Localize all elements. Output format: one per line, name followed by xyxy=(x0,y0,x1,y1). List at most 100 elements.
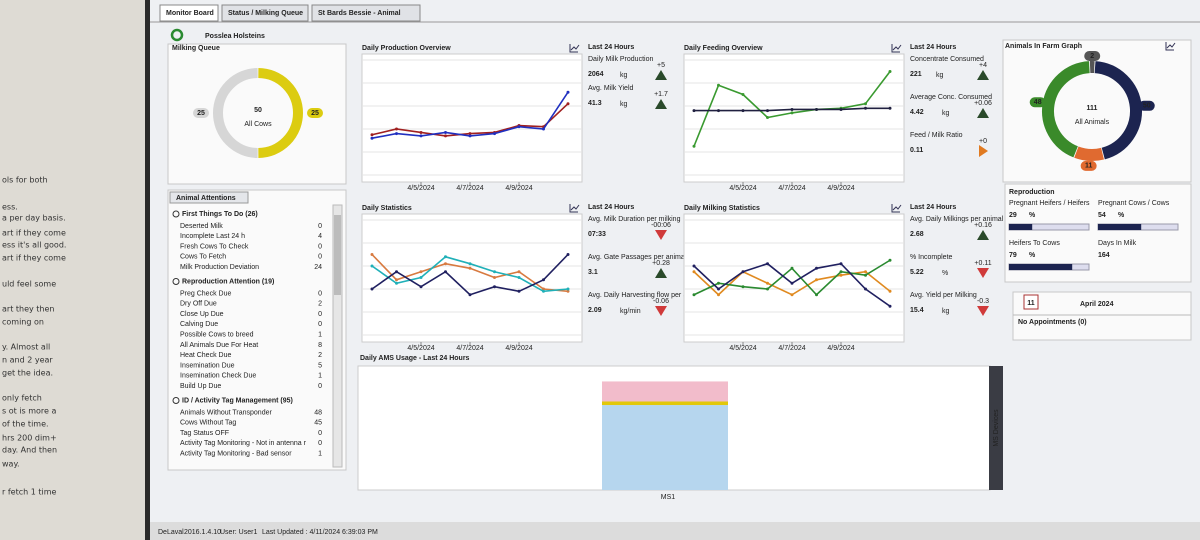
stats-title: Last 24 Hours xyxy=(910,204,956,211)
handwritten-note: get the idea. xyxy=(2,369,53,378)
attention-label: Preg Check Due xyxy=(180,290,231,297)
attention-label: Cows To Fetch xyxy=(180,254,226,261)
series-point xyxy=(839,107,843,111)
handwritten-note: n and 2 year xyxy=(2,356,53,365)
stat-label: Feed / Milk Ratio xyxy=(910,132,963,139)
collapse-icon[interactable] xyxy=(172,210,180,218)
series-point xyxy=(717,287,720,291)
chart-area xyxy=(683,53,905,183)
segment-label: 48 xyxy=(1034,99,1042,106)
chart-icon xyxy=(1165,42,1176,51)
attention-label: Milk Production Deviation xyxy=(180,264,259,271)
repro-value: 29 xyxy=(1009,212,1017,219)
attention-count: 0 xyxy=(318,383,322,390)
series-point xyxy=(395,278,398,282)
series-point xyxy=(395,270,398,274)
donut-total: 111 xyxy=(1087,105,1098,112)
attention-count: 8 xyxy=(318,342,322,349)
donut-total: 50 xyxy=(254,107,262,114)
repro-value: 79 xyxy=(1009,252,1017,259)
repro-label: Heifers To Cows xyxy=(1009,240,1060,247)
calendar-panel xyxy=(1012,291,1192,341)
attention-label: Dry Off Due xyxy=(180,301,217,308)
series-point xyxy=(766,262,769,266)
donut-segment xyxy=(1074,146,1104,161)
attention-label: Tag Status OFF xyxy=(180,430,229,437)
attention-label: Animals Without Transponder xyxy=(180,409,272,416)
series-point xyxy=(766,287,769,291)
stat-unit: kg xyxy=(936,72,944,79)
status-text: Last Updated : 4/11/2024 6:39:03 PM xyxy=(262,529,378,536)
series-point xyxy=(370,133,374,137)
x-tick-label: 4/7/2024 xyxy=(456,345,483,352)
handwritten-note: day. And then xyxy=(2,446,57,455)
attention-label: Close Up Due xyxy=(180,311,224,318)
attention-label: Activity Tag Monitoring - Bad sensor xyxy=(180,451,292,458)
handwritten-note: coming on xyxy=(2,318,44,327)
trend-arrow xyxy=(977,230,989,240)
stat-value: 2.68 xyxy=(910,231,924,238)
attention-label: Calving Due xyxy=(180,321,218,328)
attentions-tab xyxy=(169,191,249,204)
series-point xyxy=(717,109,720,113)
side-panel xyxy=(989,366,1003,490)
stat-label: Concentrate Consumed xyxy=(910,56,984,63)
segment-pill xyxy=(307,108,323,118)
attention-count: 0 xyxy=(318,243,322,250)
series-point xyxy=(468,134,472,138)
collapse-icon[interactable] xyxy=(172,397,180,404)
segment-pill xyxy=(1080,160,1097,171)
series-point xyxy=(370,264,374,268)
x-tick-label: 4/9/2024 xyxy=(827,345,854,352)
series-point xyxy=(517,276,521,279)
stat-delta: +4 xyxy=(979,62,987,69)
handwritten-note: y. Almost all xyxy=(2,343,50,352)
trend-arrow xyxy=(977,70,989,80)
handwritten-note: ols for both xyxy=(2,176,48,185)
series-point xyxy=(741,270,745,274)
attention-count: 0 xyxy=(318,311,322,318)
series-point xyxy=(815,278,818,282)
series-point xyxy=(566,287,570,291)
tab[interactable] xyxy=(221,4,309,22)
x-tick-label: 4/7/2024 xyxy=(778,185,805,192)
side-label: MS Devices xyxy=(993,409,1000,447)
attention-count: 1 xyxy=(318,451,322,458)
attention-label: Build Up Due xyxy=(180,383,221,390)
x-tick-label: 4/7/2024 xyxy=(778,345,805,352)
attention-label: Insemination Due xyxy=(180,362,235,369)
repro-label: Pregnant Cows / Cows xyxy=(1098,200,1170,207)
trend-arrow xyxy=(979,145,988,157)
series-point xyxy=(864,273,867,277)
attentions-panel xyxy=(167,189,347,471)
repro-unit: % xyxy=(1029,212,1036,219)
stat-label: Avg. Daily Harvesting flow per animal xyxy=(588,292,704,299)
series-point xyxy=(419,270,423,274)
series-point xyxy=(741,93,745,96)
series-point xyxy=(888,70,892,73)
series-point xyxy=(815,293,818,297)
stat-label: Avg. Yield per Milking xyxy=(910,292,977,299)
tab[interactable] xyxy=(159,4,219,22)
series-point xyxy=(542,287,545,291)
x-tick-label: 4/7/2024 xyxy=(456,185,483,192)
collapse-icon[interactable] xyxy=(172,278,180,285)
series-point xyxy=(864,102,867,106)
series-point xyxy=(766,109,769,113)
handwritten-note: hrs 200 dim+ xyxy=(2,434,57,443)
series-point xyxy=(468,266,472,270)
chart-icon xyxy=(569,204,580,213)
chart-icon xyxy=(569,44,580,53)
scrollbar xyxy=(332,204,343,468)
series-point xyxy=(517,125,521,129)
stats-title: Last 24 Hours xyxy=(910,44,956,51)
repro-label: Pregnant Heifers / Heifers xyxy=(1009,200,1090,207)
tab[interactable] xyxy=(311,4,421,22)
series-point xyxy=(692,109,696,113)
stat-label: Avg. Daily Milkings per animal xyxy=(910,216,1004,223)
x-tick-label: 4/5/2024 xyxy=(407,345,434,352)
series-point xyxy=(419,285,423,289)
stat-label: % Incomplete xyxy=(910,254,953,261)
series-point xyxy=(741,109,745,113)
